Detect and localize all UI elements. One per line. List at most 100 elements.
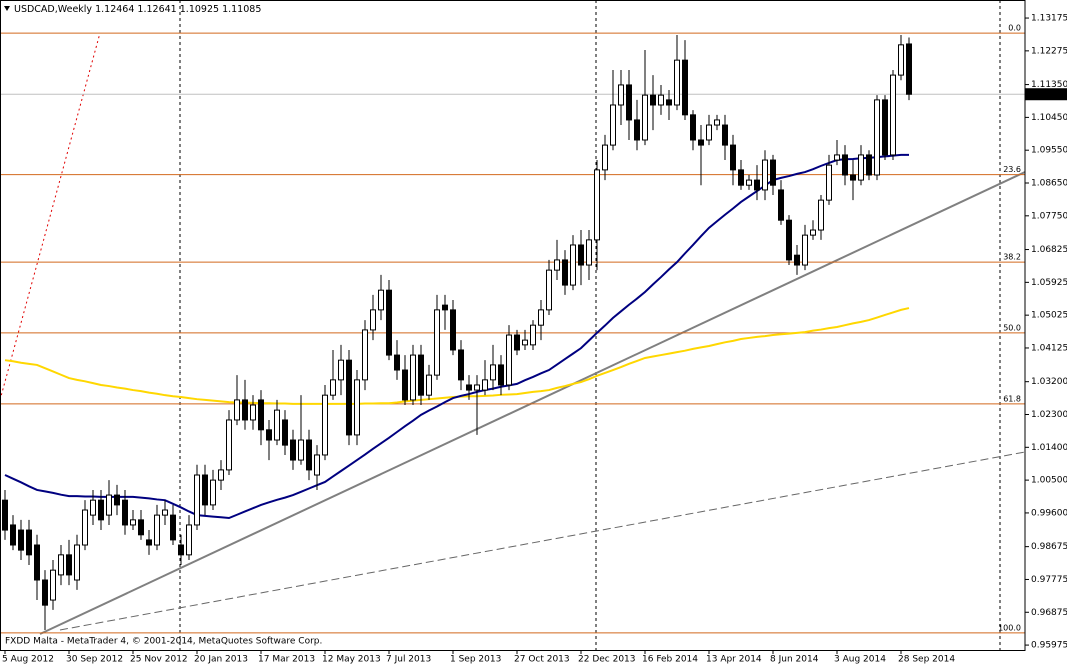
candle-body: [154, 514, 160, 546]
candle-body: [226, 419, 232, 471]
trend-line: [39, 171, 1026, 635]
candle-body: [898, 44, 904, 76]
candle-body: [386, 289, 392, 356]
candle-body: [618, 84, 624, 106]
y-tick-label: 1.04125: [1031, 343, 1067, 353]
chart-header: USDCAD,Weekly 1.12464 1.12641 1.10925 1.…: [14, 4, 261, 15]
plot-frame: [0, 0, 1026, 651]
candle-body: [378, 289, 384, 311]
candle-body: [338, 359, 344, 381]
candle-body: [490, 364, 496, 381]
y-tick-label: 0.98675: [1031, 542, 1067, 552]
candle-body: [138, 519, 144, 536]
candle-body: [866, 154, 872, 176]
candle-body: [602, 144, 608, 171]
candle-body: [122, 499, 128, 526]
y-tick-label: 1.02300: [1031, 410, 1067, 420]
x-tick-label: 7 Jul 2013: [386, 655, 431, 665]
y-tick-label: 1.05925: [1031, 278, 1067, 288]
candle-body: [810, 229, 816, 236]
candle-body: [50, 569, 56, 601]
candle-body: [266, 429, 272, 441]
candle-body: [530, 324, 536, 346]
candle-body: [458, 349, 464, 381]
candle-body: [794, 254, 800, 266]
candle-body: [170, 514, 176, 541]
candle-body: [570, 244, 576, 286]
candle-body: [98, 499, 104, 521]
candle-body: [274, 409, 280, 441]
candle-body: [194, 474, 200, 526]
candle-body: [234, 399, 240, 421]
candle-body: [74, 544, 80, 581]
fib-label: 50.0: [1003, 323, 1021, 332]
candle-body: [434, 309, 440, 376]
candle-body: [114, 494, 120, 506]
x-tick-label: 25 Nov 2012: [130, 655, 188, 665]
y-tick-label: 0.97775: [1031, 575, 1067, 585]
y-tick-label: 1.05025: [1031, 311, 1067, 321]
candle-body: [498, 364, 504, 386]
candle-body: [706, 124, 712, 141]
candle-body: [666, 99, 672, 106]
candle-body: [26, 529, 32, 556]
candle-body: [474, 384, 480, 391]
collapse-icon: [4, 6, 10, 11]
candle-body: [882, 99, 888, 156]
candle-body: [202, 474, 208, 506]
candle-body: [538, 309, 544, 326]
candle-body: [754, 179, 760, 191]
x-tick-label: 30 Sep 2012: [66, 655, 123, 665]
y-tick-label: 0.95975: [1031, 641, 1067, 651]
candle-body: [858, 154, 864, 181]
candle-body: [306, 439, 312, 471]
candle-body: [242, 399, 248, 421]
x-tick-label: 3 Aug 2014: [834, 655, 886, 665]
y-tick-label: 0.96875: [1031, 608, 1067, 618]
candle-body: [450, 309, 456, 351]
header-open: 1.12464: [95, 4, 134, 15]
candle-body: [658, 94, 664, 106]
candle-body: [642, 94, 648, 141]
x-tick-label: 5 Aug 2012: [2, 655, 54, 665]
candle-body: [826, 164, 832, 201]
candle-body: [818, 199, 824, 231]
x-tick-label: 8 Jun 2014: [770, 655, 819, 665]
candle-body: [346, 359, 352, 436]
candle-body: [554, 259, 560, 271]
header-low: 1.10925: [180, 4, 219, 15]
y-tick-label: 1.07750: [1031, 211, 1067, 221]
fib-label: 100.0: [998, 623, 1021, 632]
footer: FXDD Malta - MetaTrader 4, © 2001-2014, …: [5, 637, 322, 647]
candle-body: [842, 154, 848, 176]
candle-body: [426, 374, 432, 396]
y-tick-label: 1.13175: [1031, 14, 1067, 24]
candle-body: [786, 219, 792, 261]
candle-body: [218, 469, 224, 481]
candle-body: [210, 479, 216, 506]
header-high: 1.12641: [137, 4, 176, 15]
candle-body: [674, 59, 680, 106]
x-tick-label: 16 Feb 2014: [642, 655, 698, 665]
candle-body: [362, 329, 368, 381]
y-tick-label: 1.03200: [1031, 377, 1067, 387]
x-tick-label: 28 Sep 2014: [898, 655, 955, 665]
candle-body: [106, 494, 112, 516]
y-tick-label: 1.09550: [1031, 146, 1067, 156]
current-price-box: [1025, 88, 1067, 101]
x-tick-label: 22 Dec 2013: [578, 655, 636, 665]
candle-body: [186, 524, 192, 556]
candle-body: [322, 394, 328, 456]
candle-body: [418, 354, 424, 396]
x-tick-label: 12 May 2013: [322, 655, 381, 665]
y-tick-label: 1.00500: [1031, 476, 1067, 486]
candle-body: [258, 399, 264, 431]
candle-body: [2, 499, 8, 531]
candle-body: [162, 509, 168, 516]
candle-body: [410, 354, 416, 401]
candle-body: [370, 309, 376, 331]
candle-body: [482, 379, 488, 391]
fib-label: 0.0: [1008, 24, 1021, 33]
candle-body: [402, 369, 408, 401]
y-tick-label: 1.10450: [1031, 113, 1067, 123]
